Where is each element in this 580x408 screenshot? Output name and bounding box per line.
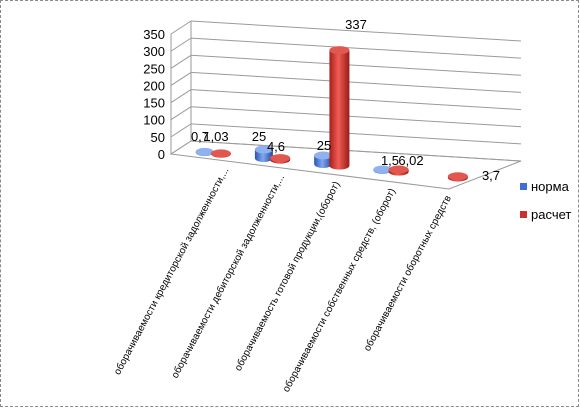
bar-raschet-top [270, 154, 291, 163]
gridline-side [170, 106, 192, 121]
gridline [190, 54, 522, 76]
data-label: 25 [252, 129, 266, 144]
bar-norma [195, 147, 214, 157]
legend-swatch [520, 211, 527, 218]
category-label: оборачиваемости собственных средств, (об… [280, 186, 398, 394]
bar-norma-top [373, 165, 392, 174]
gridline [190, 89, 522, 111]
data-label: 3,7 [482, 168, 500, 183]
bar-norma-top [195, 147, 214, 156]
data-label: 4,6 [267, 139, 285, 154]
data-label: 25 [317, 138, 331, 153]
legend-label: норма [531, 179, 570, 194]
y-tick-label: 150 [143, 96, 165, 111]
bar-norma-top [254, 145, 273, 154]
y-tick-label: 250 [143, 61, 165, 76]
y-tick-label: 350 [143, 27, 165, 42]
bar-norma-top [314, 151, 333, 160]
gridline-side [170, 54, 192, 69]
category-label: оборачиваемости дебиторской задолженност… [169, 172, 287, 380]
bars-layer [195, 46, 468, 182]
data-label: 1,5 [381, 153, 399, 168]
bar-raschet [270, 154, 291, 164]
legend-swatch [520, 183, 527, 190]
bar-raschet [329, 46, 350, 170]
gridline [190, 71, 522, 93]
bar-norma [254, 145, 273, 163]
bar-raschet-top [447, 172, 468, 181]
y-tick-label: 100 [143, 113, 165, 128]
gridline [190, 106, 522, 128]
y-tick-label: 300 [143, 44, 165, 59]
labels-layer: 0,71,03 оборачиваемости кредиторской задо… [111, 17, 500, 394]
gridline-side [170, 89, 192, 103]
bar-raschet-top [329, 46, 350, 55]
bar-raschet [210, 149, 231, 158]
bar-raschet [388, 165, 409, 176]
gridline-side [170, 20, 192, 35]
gridline-side [170, 123, 192, 138]
y-tick-label: 0 [158, 147, 165, 162]
gridline-side [170, 72, 192, 86]
gridline [190, 123, 522, 145]
bar-norma [314, 151, 333, 169]
gridline [190, 37, 522, 59]
y-tick-label: 50 [151, 130, 165, 145]
gridline [190, 20, 522, 42]
legend-label: расчет [531, 207, 571, 222]
gridline-side [170, 37, 192, 52]
y-tick-label: 200 [143, 78, 165, 93]
legend: норма расчет [520, 179, 571, 222]
category-label: оборачиваемости кредиторской задолженнос… [111, 165, 231, 377]
grid-layer: 0 50 100 150 200 250 300 350 [143, 20, 522, 190]
data-label: 0,7 [191, 129, 209, 144]
floor [169, 140, 522, 190]
bar-raschet-top [210, 149, 231, 158]
bar-raschet-body [329, 50, 350, 170]
bar-raschet-top [388, 165, 409, 174]
data-label: 6,02 [398, 153, 423, 168]
category-label: оборачиваемость готовой продукции,(оборо… [232, 179, 343, 373]
bar-raschet [447, 172, 468, 182]
bar-norma [373, 165, 392, 174]
data-label: 1,03 [203, 129, 228, 144]
data-label: 337 [345, 17, 367, 32]
